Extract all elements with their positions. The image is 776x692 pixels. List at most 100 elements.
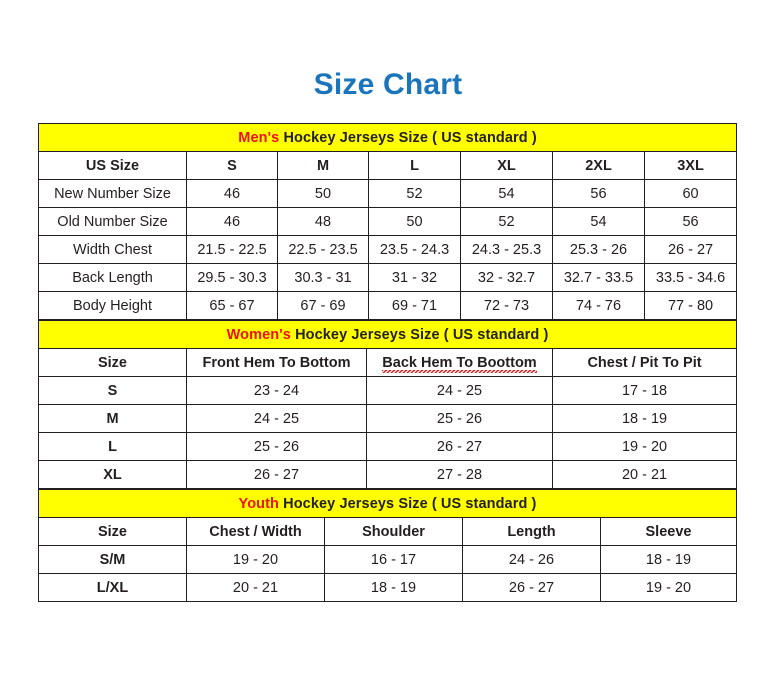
youth-col-header-0: Size — [38, 517, 187, 546]
mens-cell-4-3: 72 - 73 — [460, 291, 553, 320]
womens-col-header-3: Chest / Pit To Pit — [551, 348, 738, 377]
youth-cell-1-2: 26 - 27 — [462, 573, 601, 602]
mens-cell-2-4: 25.3 - 26 — [552, 235, 645, 264]
womens-cell-3-1: 27 - 28 — [366, 460, 553, 489]
womens-cell-0-0: 23 - 24 — [186, 376, 367, 405]
youth-cell-1-0: 20 - 21 — [186, 573, 325, 602]
mens-cell-0-2: 52 — [368, 179, 461, 208]
mens-cell-0-1: 50 — [277, 179, 369, 208]
womens-band-rest: Hockey Jerseys Size ( US standard ) — [290, 326, 549, 343]
mens-col-header-0: US Size — [38, 151, 187, 180]
youth-cell-0-1: 16 - 17 — [324, 545, 463, 574]
womens-cell-1-1: 25 - 26 — [366, 404, 553, 433]
mens-cell-3-1: 30.3 - 31 — [277, 263, 369, 292]
mens-cell-1-0: 46 — [186, 207, 278, 236]
youth-col-header-1: Chest / Width — [186, 517, 325, 546]
mens-cell-3-4: 32.7 - 33.5 — [552, 263, 645, 292]
mens-cell-3-2: 31 - 32 — [368, 263, 461, 292]
mens-cell-1-5: 56 — [643, 207, 738, 236]
womens-size-table: Women's Hockey Jerseys Size ( US standar… — [37, 320, 738, 489]
womens-col-header-2-text: Back Hem To Boottom — [382, 354, 537, 375]
table-row: L 25 - 26 26 - 27 19 - 20 — [38, 432, 738, 461]
womens-cell-2-1: 26 - 27 — [366, 432, 553, 461]
youth-cell-0-0: 19 - 20 — [186, 545, 325, 574]
youth-header-row: Size Chest / Width Shoulder Length Sleev… — [38, 517, 737, 546]
table-row: S/M 19 - 20 16 - 17 24 - 26 18 - 19 — [38, 545, 737, 574]
womens-cell-2-0: 25 - 26 — [186, 432, 367, 461]
mens-cell-4-5: 77 - 80 — [643, 291, 738, 320]
table-row: Width Chest 21.5 - 22.5 22.5 - 23.5 23.5… — [38, 235, 738, 264]
mens-cell-2-0: 21.5 - 22.5 — [186, 235, 278, 264]
womens-col-header-1: Front Hem To Bottom — [186, 348, 367, 377]
mens-cell-1-3: 52 — [460, 207, 553, 236]
mens-section-band: Men's Hockey Jerseys Size ( US standard … — [37, 123, 738, 152]
youth-section-band: Youth Hockey Jerseys Size ( US standard … — [38, 489, 737, 518]
page-title: Size Chart — [313, 68, 463, 101]
womens-cell-1-2: 18 - 19 — [551, 404, 738, 433]
table-row: Back Length 29.5 - 30.3 30.3 - 31 31 - 3… — [38, 263, 738, 292]
womens-section-band-row: Women's Hockey Jerseys Size ( US standar… — [37, 320, 738, 349]
size-tables-container: Men's Hockey Jerseys Size ( US standard … — [37, 123, 738, 602]
mens-cell-4-1: 67 - 69 — [277, 291, 369, 320]
womens-cell-2-2: 19 - 20 — [551, 432, 738, 461]
youth-col-header-3: Length — [462, 517, 601, 546]
mens-row-label-2: Width Chest — [38, 235, 187, 264]
mens-cell-2-2: 23.5 - 24.3 — [368, 235, 461, 264]
youth-col-header-4: Sleeve — [600, 517, 737, 546]
mens-cell-1-1: 48 — [277, 207, 369, 236]
mens-section-band-row: Men's Hockey Jerseys Size ( US standard … — [37, 123, 738, 152]
mens-band-accent: Men's — [238, 129, 280, 146]
mens-size-table: Men's Hockey Jerseys Size ( US standard … — [37, 123, 738, 320]
mens-cell-4-0: 65 - 67 — [186, 291, 278, 320]
mens-col-header-4: XL — [460, 151, 553, 180]
youth-band-rest: Hockey Jerseys Size ( US standard ) — [279, 495, 537, 512]
womens-cell-3-0: 26 - 27 — [186, 460, 367, 489]
mens-cell-0-4: 56 — [552, 179, 645, 208]
mens-cell-0-0: 46 — [186, 179, 278, 208]
mens-cell-4-4: 74 - 76 — [552, 291, 645, 320]
mens-header-row: US Size S M L XL 2XL 3XL — [38, 151, 738, 180]
mens-cell-0-3: 54 — [460, 179, 553, 208]
womens-cell-1-0: 24 - 25 — [186, 404, 367, 433]
table-row: Body Height 65 - 67 67 - 69 69 - 71 72 -… — [38, 291, 738, 320]
mens-col-header-2: M — [277, 151, 369, 180]
womens-row-label-0: S — [38, 376, 187, 405]
womens-col-header-0: Size — [38, 348, 187, 377]
mens-cell-1-4: 54 — [552, 207, 645, 236]
youth-row-label-1: L/XL — [38, 573, 187, 602]
table-row: S 23 - 24 24 - 25 17 - 18 — [38, 376, 738, 405]
mens-row-label-1: Old Number Size — [38, 207, 187, 236]
mens-cell-2-1: 22.5 - 23.5 — [277, 235, 369, 264]
womens-cell-0-2: 17 - 18 — [551, 376, 738, 405]
womens-section-band: Women's Hockey Jerseys Size ( US standar… — [37, 320, 738, 349]
womens-row-label-1: M — [38, 404, 187, 433]
mens-col-header-1: S — [186, 151, 278, 180]
table-row: L/XL 20 - 21 18 - 19 26 - 27 19 - 20 — [38, 573, 737, 602]
womens-row-label-3: XL — [38, 460, 187, 489]
youth-col-header-2: Shoulder — [324, 517, 463, 546]
mens-band-rest: Hockey Jerseys Size ( US standard ) — [279, 129, 537, 146]
youth-cell-1-3: 19 - 20 — [600, 573, 737, 602]
mens-col-header-5: 2XL — [552, 151, 645, 180]
mens-cell-3-0: 29.5 - 30.3 — [186, 263, 278, 292]
mens-row-label-4: Body Height — [38, 291, 187, 320]
mens-cell-2-5: 26 - 27 — [643, 235, 738, 264]
youth-row-label-0: S/M — [38, 545, 187, 574]
womens-col-header-2: Back Hem To Boottom — [366, 348, 553, 377]
mens-row-label-3: Back Length — [38, 263, 187, 292]
mens-cell-0-5: 60 — [643, 179, 738, 208]
mens-cell-4-2: 69 - 71 — [368, 291, 461, 320]
youth-size-table: Youth Hockey Jerseys Size ( US standard … — [38, 489, 737, 602]
table-row: Old Number Size 46 48 50 52 54 56 — [38, 207, 738, 236]
youth-cell-0-3: 18 - 19 — [600, 545, 737, 574]
youth-cell-0-2: 24 - 26 — [462, 545, 601, 574]
table-row: New Number Size 46 50 52 54 56 60 — [38, 179, 738, 208]
mens-cell-2-3: 24.3 - 25.3 — [460, 235, 553, 264]
mens-cell-3-3: 32 - 32.7 — [460, 263, 553, 292]
womens-row-label-2: L — [38, 432, 187, 461]
mens-row-label-0: New Number Size — [38, 179, 187, 208]
youth-cell-1-1: 18 - 19 — [324, 573, 463, 602]
mens-col-header-6: 3XL — [643, 151, 738, 180]
youth-section-band-row: Youth Hockey Jerseys Size ( US standard … — [38, 489, 737, 518]
